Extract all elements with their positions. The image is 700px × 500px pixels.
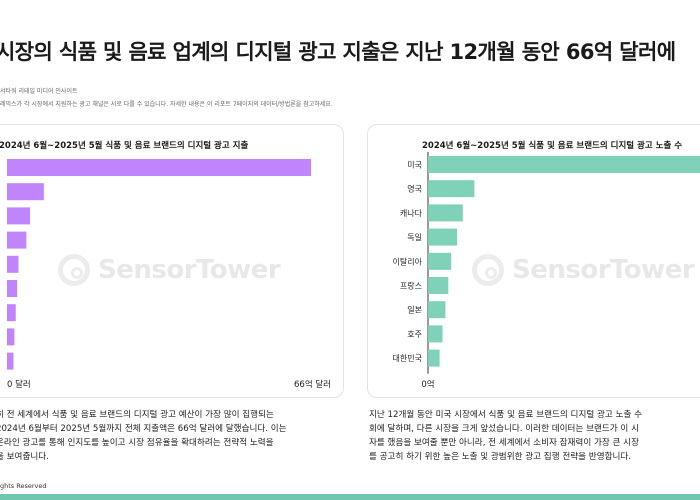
spend-bar [7,304,16,322]
spend-axis-max-label: 66억 달러 [294,379,331,390]
impressions-description: 지난 12개월 동안 미국 시장에서 식품 및 음료 브랜드의 디지털 광고 노… [369,410,642,462]
spend-bar [7,280,18,297]
page-title: 시장의 식품 및 음료 업계의 디지털 광고 지출은 지난 12개월 동안 66… [0,40,676,64]
impressions-bar [428,156,700,173]
spend-bar [7,255,19,273]
impressions-bar [428,252,452,270]
impressions-bar [428,301,446,319]
sensortower-watermark-left: SensorTower [58,254,281,286]
impressions-category-label: 캐나다 [400,209,423,218]
impressions-bar [428,204,463,222]
impressions-category-label: 이탈리아 [393,256,423,266]
impressions-category-label: 미국 [407,161,422,170]
impressions-bar [428,228,457,246]
impressions-category-label: 대한민국 [393,353,422,363]
impressions-chart-title: 2024년 6월~2025년 5월 식품 및 음료 브랜드의 디지털 광고 노출… [422,141,683,151]
source-note: 서타워 리테일 미디어 인사이트 [0,88,78,95]
spend-bar [7,231,27,249]
impressions-bar [428,325,443,343]
spend-bar [7,183,44,201]
spend-description: 히 전 세계에서 식품 및 음료 브랜드의 디지털 광고 예산이 가장 많이 집… [0,410,287,462]
spend-bar [7,207,31,225]
impressions-category-label: 영국 [407,184,422,194]
sensortower-logo-icon [472,254,504,286]
sensortower-logo-icon [58,254,90,286]
bottom-accent-bar [0,494,700,500]
impressions-category-label: 일본 [407,306,422,315]
impressions-bar [428,277,449,294]
copyright-footer: ghts Reserved [0,482,47,490]
spend-bar [7,159,311,176]
impressions-bar [428,180,475,198]
spend-bar [7,352,14,370]
impressions-axis-min-label: 0억 [421,379,434,390]
spend-bar [7,328,15,346]
spend-chart-title: 2024년 6월~2025년 5월 식품 및 음료 브랜드의 디지털 광고 지출 [0,141,249,151]
impressions-category-label: 독일 [407,233,422,242]
sensortower-watermark-right: SensorTower [472,254,695,286]
impressions-category-label: 프랑스 [400,281,422,291]
disclaimer-note: 레믹스가 각 시장에서 지원하는 광고 채널은 서로 다를 수 있습니다. 자세… [0,101,333,108]
spend-axis-min-label: 0 달러 [7,379,31,390]
impressions-category-label: 호주 [407,330,422,339]
impressions-bar [428,349,440,367]
